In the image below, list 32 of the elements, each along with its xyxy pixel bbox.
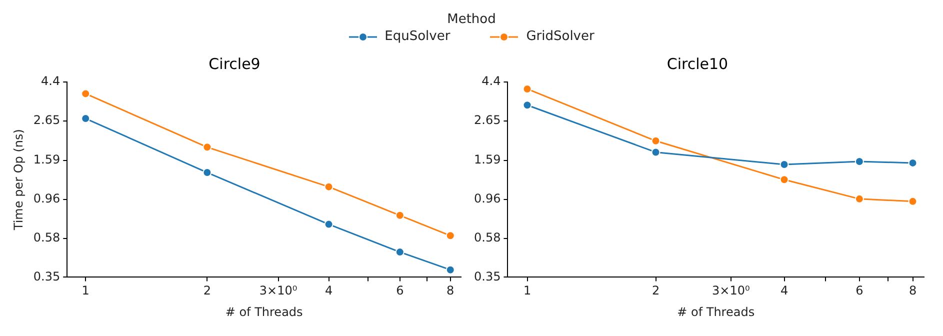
x-tick-label: 6 xyxy=(396,284,404,298)
x-tick-label: 1 xyxy=(82,284,90,298)
y-tick-label: 1.59 xyxy=(474,152,501,167)
chart-title: Circle9 xyxy=(208,54,260,73)
x-tick-label: 8 xyxy=(908,284,917,298)
legend-label: GridSolver xyxy=(526,29,594,44)
x-tick-label: 4 xyxy=(780,284,788,298)
y-axis-title: Time per Op (ns) xyxy=(11,129,26,232)
y-tick-label: 0.35 xyxy=(474,269,501,284)
y-tick-label: 1.59 xyxy=(33,152,60,167)
y-tick-label: 0.58 xyxy=(474,230,501,244)
y-tick-label: 0.35 xyxy=(33,269,60,284)
chart-title: Circle10 xyxy=(666,54,728,73)
y-tick-label: 2.65 xyxy=(474,113,501,128)
y-tick-label: 4.4 xyxy=(482,74,501,88)
y-tick-label: 0.96 xyxy=(474,192,501,206)
x-axis-title: # of Threads xyxy=(677,304,755,319)
y-tick-label: 0.58 xyxy=(33,230,60,244)
x-axis-title: # of Threads xyxy=(225,304,303,319)
x-tick-label: 8 xyxy=(446,284,454,298)
legend-label: EquSolver xyxy=(384,29,450,44)
x-tick-label: 3×10⁰ xyxy=(259,284,298,298)
y-tick-label: 2.65 xyxy=(33,113,60,128)
x-tick-label: 2 xyxy=(652,284,660,298)
y-tick-label: 0.96 xyxy=(33,192,60,206)
x-tick-label: 4 xyxy=(324,284,333,298)
x-tick-label: 6 xyxy=(856,284,864,298)
y-tick-label: 4.4 xyxy=(41,74,60,88)
x-tick-label: 1 xyxy=(523,284,532,298)
x-tick-label: 2 xyxy=(203,284,212,298)
legend-title: Method xyxy=(447,11,496,29)
x-tick-label: 3×10⁰ xyxy=(712,284,750,298)
